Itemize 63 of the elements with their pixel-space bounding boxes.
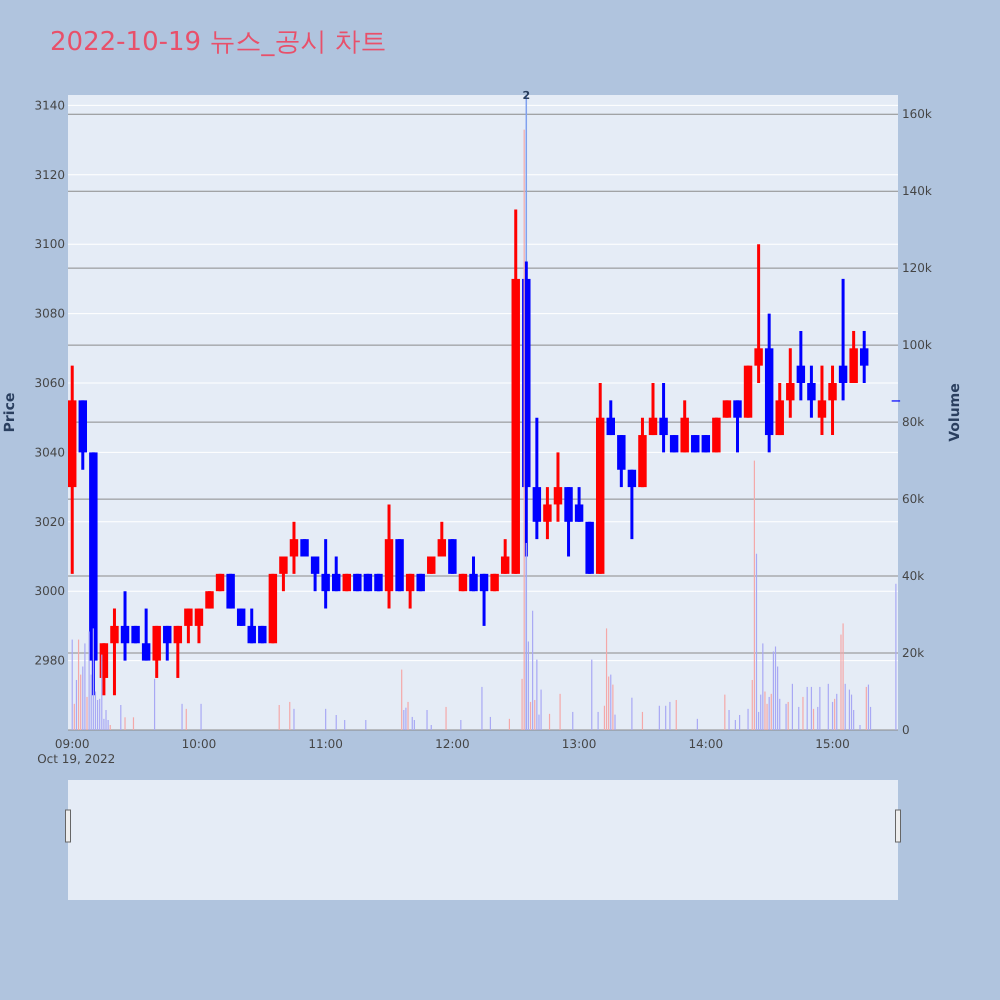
candlestick xyxy=(606,400,615,436)
candlestick xyxy=(648,383,658,436)
candlestick xyxy=(754,244,763,384)
x-tick-label: 12:00 xyxy=(435,737,470,751)
candlestick xyxy=(184,608,193,644)
x-tick-label: 15:00 xyxy=(815,737,850,751)
y-tick-label: 3060 xyxy=(34,376,65,390)
candlestick xyxy=(290,522,298,574)
candlestick xyxy=(120,591,130,661)
candlestick xyxy=(142,608,150,661)
y2-axis-title: Volume xyxy=(947,383,963,442)
y2-tick-label: 0 xyxy=(902,723,910,737)
y-tick-label: 3080 xyxy=(34,306,65,321)
candlestick xyxy=(310,556,320,592)
candlestick xyxy=(469,556,478,592)
candlestick xyxy=(194,608,204,644)
y-tick-label: 3040 xyxy=(34,445,65,460)
candlestick xyxy=(554,452,562,522)
candlestick xyxy=(796,330,806,400)
candlestick xyxy=(480,574,488,626)
x-tick-label: 11:00 xyxy=(308,737,343,751)
candlestick xyxy=(733,400,742,452)
x-tick-label: 09:00 Oct 19, 2022 xyxy=(37,737,116,766)
y2-tick-label: 40k xyxy=(902,569,924,584)
candlestick xyxy=(321,539,330,609)
candlestick xyxy=(500,539,510,574)
y2-tick-label: 160k xyxy=(902,107,932,122)
y-tick-label: 3100 xyxy=(34,237,65,252)
candlestick xyxy=(543,487,552,540)
candlestick xyxy=(574,487,584,522)
ref-line-label: 2 xyxy=(522,89,530,102)
candlestick xyxy=(838,278,848,400)
candlestick xyxy=(406,574,414,609)
candlestick xyxy=(628,470,636,540)
y-tick-label: 3020 xyxy=(34,514,65,529)
y-tick-label: 3120 xyxy=(34,168,65,182)
y2-tick-label: 80k xyxy=(902,415,924,430)
candlestick xyxy=(786,348,795,418)
y-tick-label: 3140 xyxy=(34,98,65,112)
y2-tick-label: 120k xyxy=(902,261,932,276)
x-tick-label: 14:00 xyxy=(688,737,724,751)
y-tick-label: 3000 xyxy=(34,584,65,598)
candlestick xyxy=(860,330,868,384)
x-tick-label: 10:00 xyxy=(182,737,216,751)
y2-tick-label: 100k xyxy=(902,338,932,352)
candlestick xyxy=(828,366,837,436)
y-tick-label: 2980 xyxy=(34,654,65,668)
candlestick xyxy=(818,366,826,436)
y2-tick-label: 60k xyxy=(902,492,924,506)
candlestick xyxy=(807,366,816,418)
chart-title: 2022-10-19 뉴스_공시 차트 xyxy=(50,27,387,57)
candlestick xyxy=(438,522,446,557)
candlestick xyxy=(110,608,119,696)
candlestick xyxy=(174,626,182,678)
y2-tick-label: 20k xyxy=(902,646,924,660)
candlestick xyxy=(332,556,340,592)
x-tick-label: 13:00 xyxy=(562,737,596,751)
y-axis-title: Price xyxy=(2,392,18,432)
candlestick xyxy=(659,383,668,452)
candlestick xyxy=(248,608,256,644)
candlestick xyxy=(163,626,172,661)
y2-tick-label: 140k xyxy=(902,184,932,198)
candlestick xyxy=(279,556,288,592)
